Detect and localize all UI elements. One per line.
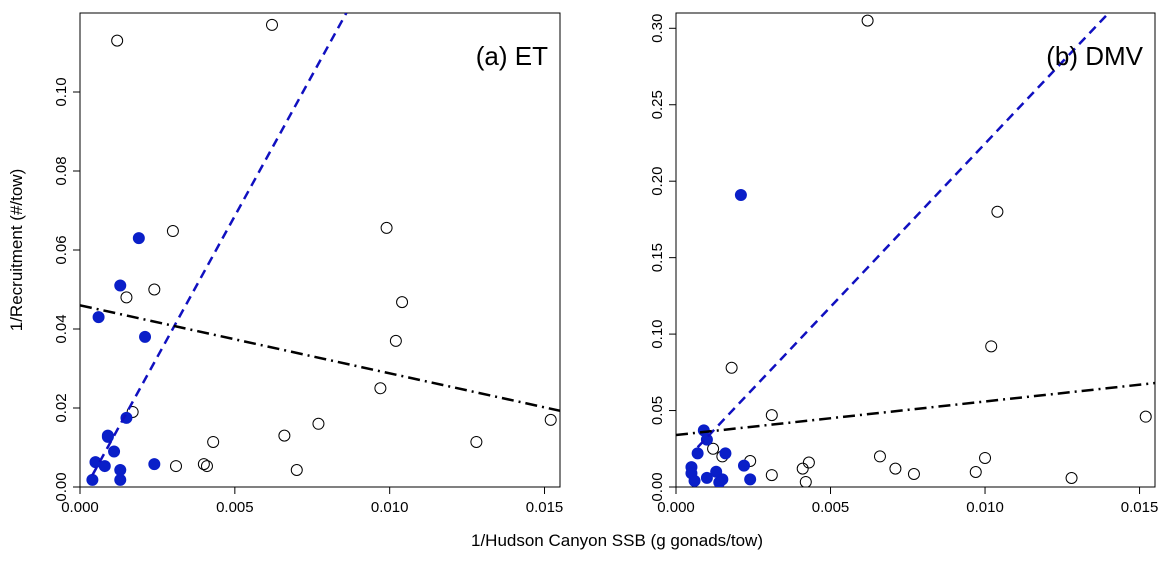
plot-area [80, 13, 560, 486]
point [207, 435, 220, 448]
point [278, 429, 291, 442]
point [114, 473, 127, 486]
point [111, 34, 124, 47]
point [725, 361, 738, 374]
y-tick-label: 0.25 [649, 90, 666, 119]
x-tick-label: 0.015 [1121, 499, 1159, 516]
point [691, 447, 704, 460]
point [148, 458, 161, 471]
y-tick-label: 0.20 [649, 167, 666, 196]
point [688, 474, 701, 487]
point [290, 464, 303, 477]
x-tick-label: 0.005 [812, 499, 850, 516]
x-axis-label: 1/Hudson Canyon SSB (g gonads/tow) [471, 531, 763, 550]
point [139, 330, 152, 343]
y-axis-label: 1/Recruitment (#/tow) [7, 169, 26, 332]
point [802, 456, 815, 469]
x-tick-label: 0.015 [526, 499, 564, 516]
point [312, 417, 325, 430]
point [380, 221, 393, 234]
point [170, 460, 182, 473]
point [1065, 471, 1078, 484]
panel-label: (b) DMV [1046, 41, 1143, 71]
point [148, 283, 161, 296]
point [86, 473, 99, 486]
point [700, 471, 713, 484]
point [799, 475, 812, 487]
point [985, 340, 998, 353]
y-tick-label: 0.05 [649, 396, 666, 425]
y-tick-label: 0.02 [53, 393, 70, 422]
point [979, 451, 992, 464]
point [861, 14, 874, 27]
point [544, 413, 557, 426]
x-tick-label: 0.000 [657, 499, 695, 516]
point [744, 473, 757, 486]
point [907, 468, 920, 481]
point [92, 311, 105, 324]
panel-label: (a) ET [476, 41, 548, 71]
plot-area [676, 13, 1155, 487]
y-tick-label: 0.10 [53, 77, 70, 106]
point [765, 409, 778, 422]
point [374, 382, 387, 395]
point [132, 232, 145, 245]
point [389, 334, 402, 347]
y-tick-label: 0.00 [649, 472, 666, 501]
point [98, 460, 111, 473]
x-tick-label: 0.010 [371, 499, 409, 516]
y-tick-label: 0.30 [649, 14, 666, 43]
point [1139, 410, 1152, 423]
point [873, 450, 886, 463]
point [470, 435, 483, 448]
point [991, 205, 1004, 218]
point [120, 291, 133, 304]
point [707, 442, 720, 455]
y-tick-label: 0.10 [649, 319, 666, 348]
y-tick-label: 0.15 [649, 243, 666, 272]
point [200, 460, 213, 473]
point [719, 447, 732, 460]
point [734, 188, 747, 201]
y-tick-label: 0.08 [53, 156, 70, 185]
point [197, 458, 210, 471]
point [114, 464, 127, 477]
point [396, 296, 409, 309]
point [713, 476, 726, 487]
y-tick-label: 0.00 [53, 472, 70, 501]
point [969, 466, 982, 479]
fit-line [80, 304, 560, 412]
point [114, 279, 127, 292]
point [166, 225, 179, 238]
y-tick-label: 0.04 [53, 314, 70, 343]
plot-frame [79, 12, 561, 488]
x-tick-label: 0.000 [61, 499, 99, 516]
point [889, 462, 902, 475]
point [101, 430, 114, 443]
point [796, 462, 809, 475]
point [765, 469, 778, 482]
fit-line [696, 13, 1110, 449]
x-tick-label: 0.005 [216, 499, 254, 516]
point [266, 18, 278, 31]
fit-line [676, 381, 1155, 437]
point [700, 433, 713, 446]
point [737, 459, 750, 472]
fit-line [91, 13, 348, 476]
plot-frame [675, 12, 1156, 488]
x-tick-label: 0.010 [966, 499, 1004, 516]
point [108, 445, 121, 458]
y-tick-label: 0.06 [53, 235, 70, 264]
